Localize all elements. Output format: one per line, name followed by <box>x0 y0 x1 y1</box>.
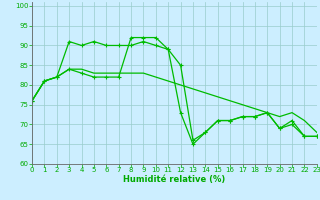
X-axis label: Humidité relative (%): Humidité relative (%) <box>123 175 226 184</box>
